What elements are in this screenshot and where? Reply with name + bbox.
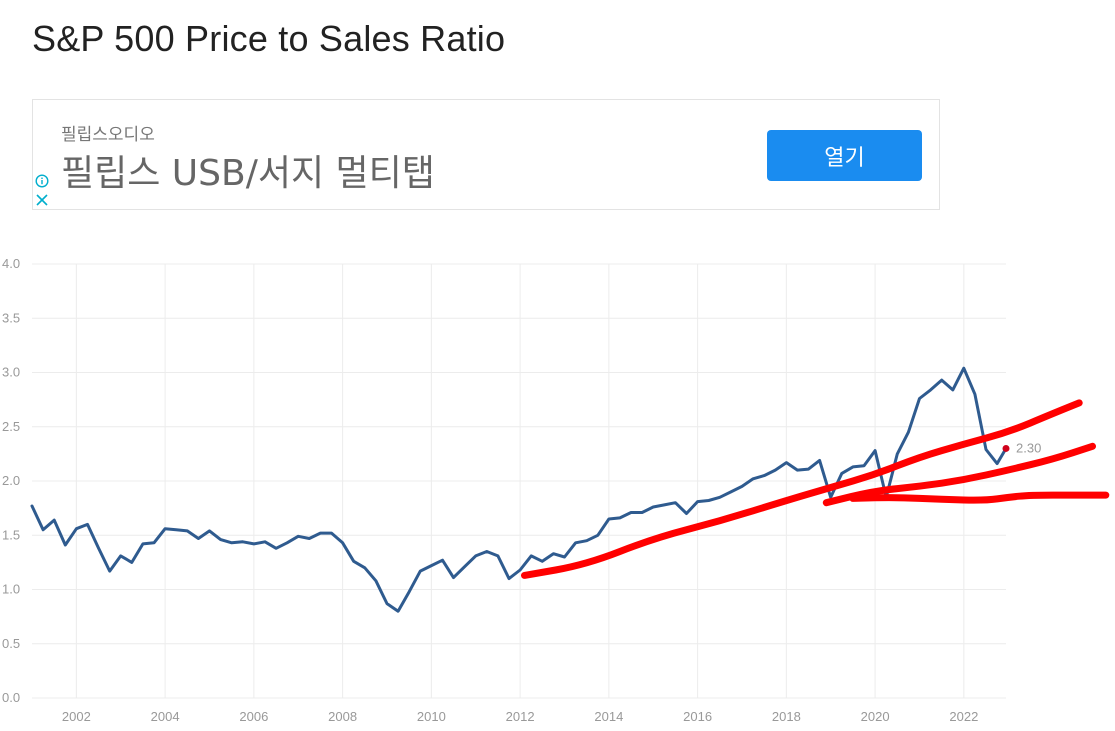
y-tick-label: 4.0 — [2, 256, 20, 271]
last-value-point — [1002, 444, 1010, 452]
y-tick-label: 0.0 — [2, 690, 20, 705]
y-tick-label: 0.5 — [2, 636, 20, 651]
x-tick-label: 2006 — [239, 709, 268, 724]
x-axis-ticks: 2002 2004 2006 2008 2010 2012 2014 2016 2018 2020… — [62, 709, 978, 724]
close-icon[interactable] — [35, 193, 49, 207]
x-tick-label: 2016 — [683, 709, 712, 724]
x-tick-label: 2002 — [62, 709, 91, 724]
y-tick-label: 1.5 — [2, 527, 20, 542]
data-label-layer: 2.30 — [1002, 440, 1041, 455]
page-title: S&P 500 Price to Sales Ratio — [32, 18, 506, 59]
annotation-layer — [521, 399, 1110, 579]
x-tick-label: 2014 — [594, 709, 623, 724]
x-tick-label: 2008 — [328, 709, 357, 724]
chart-grid — [32, 263, 1006, 699]
ad-banner[interactable]: 필립스오디오 필립스 USB/서지 멀티탭 열기 — [32, 99, 940, 210]
y-tick-label: 3.5 — [2, 310, 20, 325]
x-tick-label: 2010 — [417, 709, 446, 724]
ad-open-button[interactable]: 열기 — [767, 130, 922, 181]
x-tick-label: 2020 — [861, 709, 890, 724]
y-tick-label: 2.5 — [2, 419, 20, 434]
annotation-trend-stroke — [521, 399, 1083, 579]
x-tick-label: 2004 — [151, 709, 180, 724]
ad-advertiser: 필립스오디오 — [61, 125, 155, 145]
x-tick-label: 2018 — [772, 709, 801, 724]
x-tick-label: 2022 — [949, 709, 978, 724]
x-tick-label: 2012 — [506, 709, 535, 724]
ad-headline[interactable]: 필립스 USB/서지 멀티탭 — [61, 153, 435, 194]
y-axis-ticks: 0.0 0.5 1.0 1.5 2.0 2.5 3.0 3.5 4.0 — [2, 256, 20, 705]
y-tick-label: 2.0 — [2, 473, 20, 488]
series-line — [30, 366, 1008, 613]
last-value-label: 2.30 — [1016, 440, 1041, 455]
y-tick-label: 3.0 — [2, 365, 20, 380]
annotation-trend-stroke — [849, 491, 1110, 504]
y-tick-label: 1.0 — [2, 582, 20, 597]
info-icon[interactable] — [35, 174, 49, 188]
series-layer — [30, 366, 1008, 613]
